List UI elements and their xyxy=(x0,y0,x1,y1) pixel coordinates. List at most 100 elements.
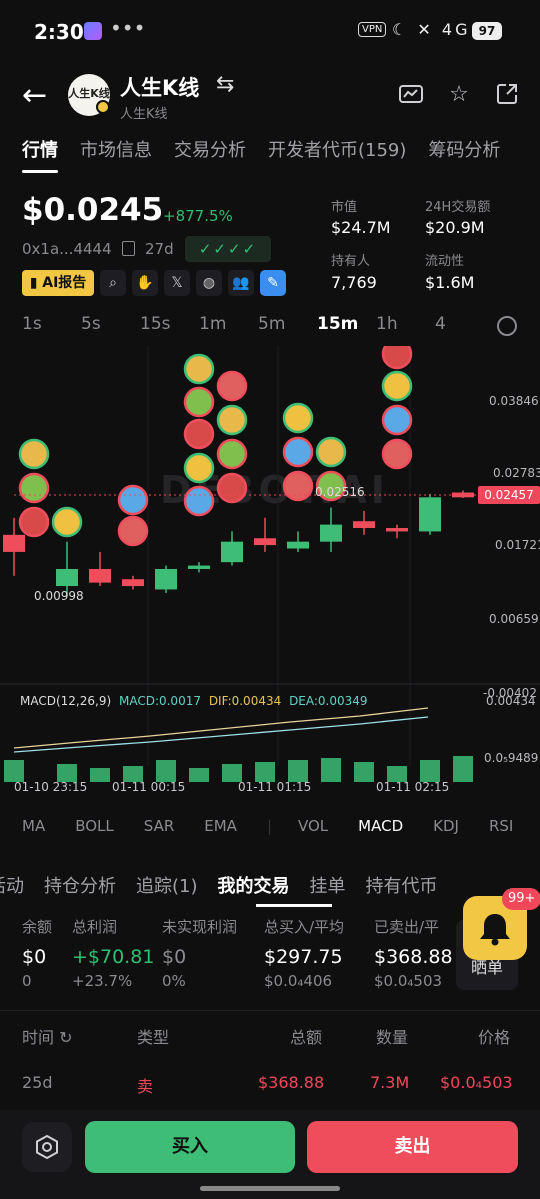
trader-avatar xyxy=(18,472,50,504)
trader-avatar xyxy=(282,470,314,502)
low-price-marker: 0.00998 xyxy=(34,589,84,603)
balance-value: $0 xyxy=(22,946,47,968)
swap-icon[interactable]: ⇆ xyxy=(216,72,235,97)
interval-15s[interactable]: 15s xyxy=(140,314,171,334)
interval-5s[interactable]: 5s xyxy=(81,314,101,334)
market-cap-label: 市值 xyxy=(331,200,358,215)
security-checks[interactable]: ✓✓✓✓ xyxy=(185,236,271,262)
price-chart[interactable] xyxy=(0,346,540,786)
subtab-tracking[interactable]: 追踪(1) xyxy=(136,876,198,897)
macd-bar xyxy=(453,756,473,782)
tab-trade-analysis[interactable]: 交易分析 xyxy=(174,140,246,161)
candle-body xyxy=(287,541,309,549)
time-axis-label: 01-11 02:15 xyxy=(376,780,450,794)
candle-body xyxy=(452,492,474,498)
indicator-rsi[interactable]: RSI xyxy=(488,817,514,835)
macd-axis-label: 0.0₅9489 xyxy=(484,751,539,765)
tab-market[interactable]: 行情 xyxy=(22,140,58,161)
copy-icon[interactable] xyxy=(122,241,135,256)
trader-avatar xyxy=(282,402,314,434)
community-icon[interactable]: 👥 xyxy=(228,270,254,296)
chart-monitor-icon[interactable] xyxy=(398,82,424,108)
col-time[interactable]: 时间 ↻ xyxy=(22,1028,73,1047)
status-bar: 2:30 ••• VPN ☾ ✕ 4G ▮ 97 xyxy=(0,0,540,64)
indicator-macd[interactable]: MACD xyxy=(358,817,404,835)
sold-label: 已卖出/平 xyxy=(374,918,440,936)
indicator-kdj[interactable]: KDJ xyxy=(433,817,459,835)
dif-line xyxy=(13,707,429,749)
settings-hex-button[interactable] xyxy=(22,1122,72,1172)
subtab-holdings-analysis[interactable]: 持仓分析 xyxy=(44,876,116,897)
interval-1s[interactable]: 1s xyxy=(22,314,42,334)
contract-address[interactable]: 0x1a...4444 xyxy=(22,240,112,258)
share-icon[interactable] xyxy=(494,82,520,108)
alert-count-badge: 99+ xyxy=(502,888,540,910)
subtab-my-trades[interactable]: 我的交易 xyxy=(217,876,290,897)
trader-avatar xyxy=(381,346,413,370)
verified-badge-icon xyxy=(96,100,110,114)
dea-line xyxy=(13,716,429,753)
liquidity-label: 流动性 xyxy=(425,254,465,269)
buy-button[interactable]: 买入 xyxy=(85,1121,295,1173)
trade-type: 卖 xyxy=(137,1077,154,1096)
holders-value: 7,769 xyxy=(331,273,377,292)
time-axis-label: 01-10 23:15 xyxy=(14,780,88,794)
main-tabs: 行情 市场信息 交易分析 开发者代币(159) 筹码分析 xyxy=(22,136,500,166)
token-name[interactable]: 人生K线 xyxy=(120,76,200,100)
tab-market-info[interactable]: 市场信息 xyxy=(80,140,152,161)
current-price: $0.0245 xyxy=(22,192,164,228)
sold-value: $368.88 xyxy=(374,946,453,968)
subtab-held-tokens[interactable]: 持有代币 xyxy=(365,876,438,897)
candle-body xyxy=(188,565,210,569)
candle-body xyxy=(89,568,111,583)
holders-label: 持有人 xyxy=(331,254,371,269)
trader-avatar xyxy=(117,484,149,516)
profit-label: 总利润 xyxy=(72,918,118,936)
edit-icon[interactable]: ✎ xyxy=(260,270,286,296)
subtab-orders[interactable]: 挂单 xyxy=(309,876,346,897)
trader-avatar xyxy=(183,485,215,517)
market-cap-value: $24.7M xyxy=(331,218,391,237)
macd-axis-label: 0.00434 xyxy=(486,694,536,708)
unrealized-value: $0 xyxy=(162,946,187,968)
indicator-divider: | xyxy=(266,817,272,835)
candle-body xyxy=(386,528,408,532)
interval-5m[interactable]: 5m xyxy=(258,314,286,334)
sell-button[interactable]: 卖出 xyxy=(307,1121,518,1173)
ai-report-button[interactable]: ▮ AI报告 xyxy=(22,270,94,296)
interval-1m[interactable]: 1m xyxy=(199,314,227,334)
trader-avatar xyxy=(381,438,413,470)
liquidity-value: $1.6M xyxy=(425,273,475,292)
trader-avatar xyxy=(216,438,248,470)
trade-amount: $368.88 xyxy=(258,1073,325,1092)
star-icon[interactable]: ☆ xyxy=(449,82,469,107)
interval-1h[interactable]: 1h xyxy=(376,314,398,334)
tab-dev-tokens[interactable]: 开发者代币(159) xyxy=(268,140,407,161)
x-twitter-icon[interactable]: 𝕏 xyxy=(164,270,190,296)
hand-icon[interactable]: ✋ xyxy=(132,270,158,296)
tab-chip-analysis[interactable]: 筹码分析 xyxy=(428,140,501,161)
globe-icon[interactable]: ◍ xyxy=(196,270,222,296)
indicator-ema[interactable]: EMA xyxy=(204,817,237,835)
trader-avatar xyxy=(18,438,50,470)
indicator-boll[interactable]: BOLL xyxy=(75,817,114,835)
indicator-ma[interactable]: MA xyxy=(22,817,46,835)
interval-4h[interactable]: 4 xyxy=(435,314,446,334)
candle-body xyxy=(353,521,375,529)
macd-bar xyxy=(57,764,77,782)
trader-avatar xyxy=(216,370,248,402)
trade-time: 25d xyxy=(22,1073,53,1092)
macd-value: MACD:0.0017 xyxy=(118,694,201,708)
back-arrow-icon[interactable]: ← xyxy=(22,78,48,113)
chart-settings-icon[interactable] xyxy=(497,316,517,336)
home-indicator[interactable] xyxy=(200,1186,340,1191)
search-icon[interactable]: ⌕ xyxy=(100,270,126,296)
interval-15m[interactable]: 15m xyxy=(317,314,359,334)
indicator-sar[interactable]: SAR xyxy=(143,817,175,835)
trader-avatar xyxy=(51,506,83,538)
trader-avatar xyxy=(216,472,248,504)
active-tab-indicator xyxy=(22,170,58,173)
indicator-vol[interactable]: VOL xyxy=(298,817,329,835)
subtab-activity[interactable]: 活动 xyxy=(0,876,24,897)
macd-bar xyxy=(123,766,143,782)
